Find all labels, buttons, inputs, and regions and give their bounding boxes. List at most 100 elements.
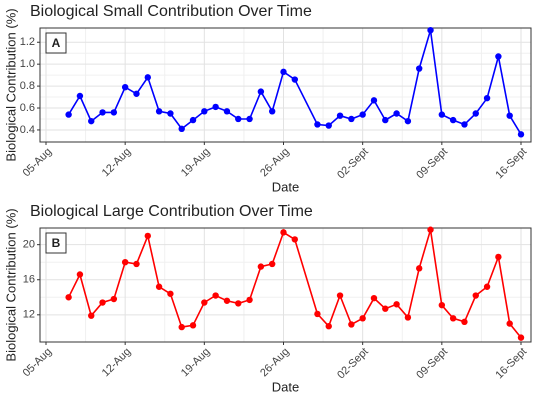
data-point (461, 121, 468, 128)
data-point (517, 334, 525, 341)
data-point (449, 116, 457, 124)
x-tick-label: 05-Aug (21, 346, 55, 380)
data-point (65, 294, 72, 301)
data-point (76, 92, 84, 100)
data-point (257, 88, 265, 95)
data-point (178, 125, 185, 133)
plot-border (39, 27, 532, 143)
data-point (133, 260, 140, 268)
data-point (257, 263, 265, 270)
data-point (99, 109, 106, 116)
y-tick-label: 16 (23, 274, 35, 286)
x-tick-label: 09-Sept (414, 146, 450, 182)
data-point (449, 315, 457, 322)
data-point (235, 115, 242, 123)
y-tick-label: 0.8 (20, 80, 35, 92)
data-point (382, 116, 389, 124)
x-tick-label: 26-Aug (258, 346, 292, 380)
data-point (65, 111, 72, 118)
data-point (201, 299, 208, 306)
data-point (336, 112, 344, 119)
data-point (167, 110, 174, 117)
data-point (472, 292, 479, 299)
data-point (110, 109, 118, 116)
data-point (121, 83, 129, 91)
data-point (76, 271, 84, 278)
panel: Biological Small Contribution Over Time 0… (3, 3, 532, 194)
x-tick-label: 05-Aug (21, 146, 55, 180)
data-point (427, 26, 434, 34)
data-point (393, 301, 400, 308)
data-point (416, 265, 423, 272)
data-point (483, 283, 491, 290)
data-point (88, 312, 95, 319)
data-point (155, 283, 163, 290)
x-tick-label: 02-Sept (335, 346, 371, 382)
data-point (325, 122, 332, 129)
data-point (268, 108, 276, 115)
data-point (404, 117, 412, 125)
data-point (461, 318, 468, 326)
data-point (495, 53, 502, 60)
data-point (121, 259, 129, 266)
data-point (325, 323, 332, 330)
data-point (495, 253, 502, 261)
x-tick-label: 19-Aug (179, 146, 213, 180)
chart-title: Biological Small Contribution Over Time (30, 3, 312, 20)
data-point (291, 236, 299, 243)
data-point (359, 111, 366, 118)
data-point (201, 108, 208, 115)
data-point (404, 314, 412, 321)
y-tick-label: 1.0 (20, 58, 35, 70)
data-point (144, 74, 151, 81)
panel-label: A (52, 36, 61, 50)
y-axis-label: Biological Contribution (%) (3, 8, 18, 161)
x-tick-label: 16-Sept (493, 346, 529, 382)
x-axis-label: Date (272, 379, 299, 394)
x-tick-label: 19-Aug (179, 346, 213, 380)
x-tick-label: 02-Sept (335, 146, 371, 182)
x-tick-label: 09-Sept (414, 346, 450, 382)
data-point (506, 320, 513, 327)
data-point (291, 76, 299, 83)
data-point (223, 297, 231, 304)
data-point (370, 294, 378, 302)
x-tick-label: 26-Aug (258, 146, 292, 180)
data-point (382, 305, 389, 312)
data-point (280, 68, 287, 76)
data-point (189, 116, 197, 124)
panel-label-box (45, 232, 67, 254)
series-line (67, 29, 522, 135)
y-tick-label: 0.4 (20, 124, 35, 136)
y-axis-label: Biological Contribution (%) (3, 208, 18, 361)
data-point (517, 131, 525, 138)
data-point (483, 94, 491, 102)
chart-title: Biological Large Contribution Over Time (30, 203, 313, 220)
data-point (348, 115, 355, 123)
data-point (348, 321, 355, 328)
series-line (67, 229, 522, 339)
panel-label-box (45, 32, 67, 54)
data-point (314, 121, 321, 128)
data-point (155, 108, 163, 115)
panel-label: B (52, 236, 61, 250)
data-point (99, 299, 106, 306)
x-tick-label: 12-Aug (100, 346, 134, 380)
data-point (133, 90, 140, 97)
data-point (393, 110, 400, 117)
data-point (506, 112, 513, 119)
data-point (336, 292, 344, 299)
data-point (212, 292, 219, 299)
data-point (223, 108, 231, 115)
plot-area (40, 28, 531, 142)
y-tick-label: 1.2 (20, 36, 35, 48)
data-point (178, 323, 185, 331)
y-tick-label: 12 (23, 309, 35, 321)
data-point (246, 296, 253, 304)
data-point (212, 103, 219, 111)
panel: Biological Large Contribution Over Time 1… (3, 203, 532, 394)
data-point (144, 232, 151, 240)
plot-area (40, 228, 531, 342)
data-point (427, 226, 434, 233)
